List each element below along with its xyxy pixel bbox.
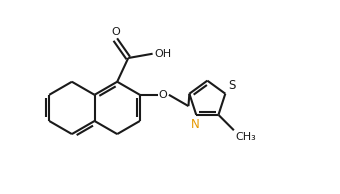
Text: O: O	[158, 90, 167, 100]
Text: CH₃: CH₃	[235, 132, 256, 142]
Text: O: O	[111, 27, 120, 37]
Text: OH: OH	[154, 49, 171, 59]
Text: N: N	[191, 118, 200, 131]
Text: S: S	[228, 79, 236, 92]
